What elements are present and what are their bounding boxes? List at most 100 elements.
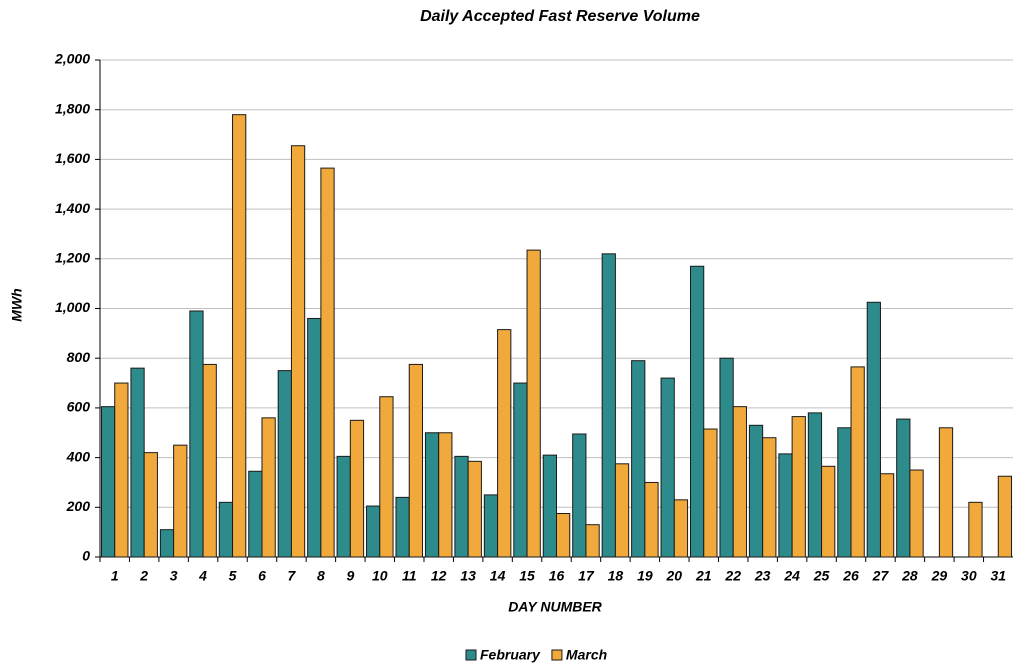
bar bbox=[732, 406, 747, 558]
x-tick-label: 31 bbox=[990, 568, 1006, 584]
x-tick-label: 23 bbox=[754, 568, 771, 584]
bar bbox=[850, 366, 865, 558]
bar bbox=[821, 465, 836, 558]
x-tick-label: 29 bbox=[931, 568, 948, 584]
bar bbox=[601, 253, 616, 558]
bar bbox=[320, 167, 335, 558]
bar bbox=[542, 454, 557, 558]
x-tick-label: 13 bbox=[460, 568, 476, 584]
x-tick-label: 9 bbox=[346, 568, 354, 584]
x-tick-label: 6 bbox=[258, 568, 266, 584]
bar bbox=[807, 412, 823, 558]
chart-title: Daily Accepted Fast Reserve Volume bbox=[420, 8, 700, 25]
x-tick-label: 10 bbox=[372, 568, 388, 584]
y-tick-label: 1,200 bbox=[55, 250, 90, 266]
bar bbox=[497, 329, 512, 558]
bar bbox=[703, 428, 718, 558]
x-tick-label: 22 bbox=[724, 568, 741, 584]
x-tick-label: 4 bbox=[198, 568, 207, 584]
bar bbox=[290, 145, 306, 558]
legend-swatch bbox=[465, 649, 477, 661]
bar bbox=[526, 249, 541, 558]
x-tick-label: 17 bbox=[578, 568, 595, 584]
x-tick-label: 5 bbox=[229, 568, 237, 584]
x-tick-label: 2 bbox=[139, 568, 148, 584]
y-tick-label: 800 bbox=[67, 349, 91, 365]
y-tick-label: 1,600 bbox=[55, 150, 90, 166]
bar bbox=[454, 455, 469, 558]
legend-label: February bbox=[480, 647, 541, 663]
bar bbox=[614, 463, 630, 558]
bar bbox=[307, 317, 322, 558]
x-tick-label: 3 bbox=[170, 568, 178, 584]
bar bbox=[261, 417, 276, 558]
legend-swatch bbox=[551, 649, 563, 661]
x-tick-label: 15 bbox=[519, 568, 535, 584]
bar bbox=[143, 452, 158, 558]
x-tick-label: 30 bbox=[961, 568, 977, 584]
bar bbox=[467, 460, 482, 558]
x-tick-label: 7 bbox=[288, 568, 297, 584]
x-axis-label: DAY NUMBER bbox=[508, 599, 602, 615]
bar bbox=[762, 437, 777, 558]
x-tick-label: 19 bbox=[637, 568, 653, 584]
x-tick-label: 28 bbox=[901, 568, 918, 584]
x-tick-label: 20 bbox=[666, 568, 683, 584]
y-tick-label: 1,000 bbox=[55, 299, 90, 315]
bar bbox=[366, 505, 381, 558]
y-tick-label: 200 bbox=[66, 498, 91, 514]
x-tick-label: 1 bbox=[111, 568, 119, 584]
bar bbox=[938, 427, 954, 558]
bar bbox=[173, 444, 188, 558]
y-tick-label: 600 bbox=[67, 399, 91, 415]
bar bbox=[408, 363, 423, 558]
bar bbox=[277, 370, 292, 558]
bar bbox=[483, 494, 499, 558]
x-tick-label: 14 bbox=[490, 568, 506, 584]
bar bbox=[879, 473, 895, 558]
bar bbox=[189, 310, 204, 558]
x-tick-label: 12 bbox=[431, 568, 447, 584]
bar bbox=[585, 524, 600, 558]
x-tick-label: 24 bbox=[783, 568, 800, 584]
bar bbox=[130, 367, 145, 558]
bar bbox=[631, 360, 646, 558]
bar bbox=[556, 513, 571, 558]
y-tick-label: 2,000 bbox=[54, 51, 90, 67]
x-tick-label: 21 bbox=[695, 568, 712, 584]
bar bbox=[438, 432, 453, 558]
bar bbox=[778, 453, 793, 558]
x-tick-label: 26 bbox=[842, 568, 859, 584]
bar bbox=[968, 501, 983, 558]
bar bbox=[896, 418, 911, 558]
bar bbox=[202, 363, 217, 558]
bar bbox=[349, 419, 365, 558]
bar bbox=[644, 481, 659, 558]
bar bbox=[159, 529, 175, 558]
bar bbox=[232, 114, 247, 558]
x-tick-label: 11 bbox=[402, 568, 417, 584]
bar bbox=[218, 501, 234, 558]
bar bbox=[997, 475, 1013, 558]
bar bbox=[424, 432, 440, 558]
legend-label: March bbox=[566, 647, 607, 663]
bar bbox=[866, 301, 881, 558]
bar bbox=[791, 416, 806, 558]
bar bbox=[719, 357, 734, 558]
bar bbox=[513, 382, 528, 558]
x-tick-label: 16 bbox=[549, 568, 565, 584]
bar bbox=[395, 496, 410, 558]
x-tick-label: 18 bbox=[608, 568, 624, 584]
y-tick-label: 400 bbox=[66, 448, 91, 464]
x-tick-label: 27 bbox=[872, 568, 890, 584]
bar bbox=[673, 499, 689, 558]
y-tick-label: 1,800 bbox=[55, 100, 90, 116]
y-tick-label: 0 bbox=[82, 548, 90, 564]
bar bbox=[336, 455, 351, 558]
x-tick-label: 8 bbox=[317, 568, 325, 584]
x-tick-label: 25 bbox=[813, 568, 830, 584]
bar bbox=[660, 377, 675, 558]
bar bbox=[379, 396, 394, 558]
bar bbox=[572, 433, 587, 558]
